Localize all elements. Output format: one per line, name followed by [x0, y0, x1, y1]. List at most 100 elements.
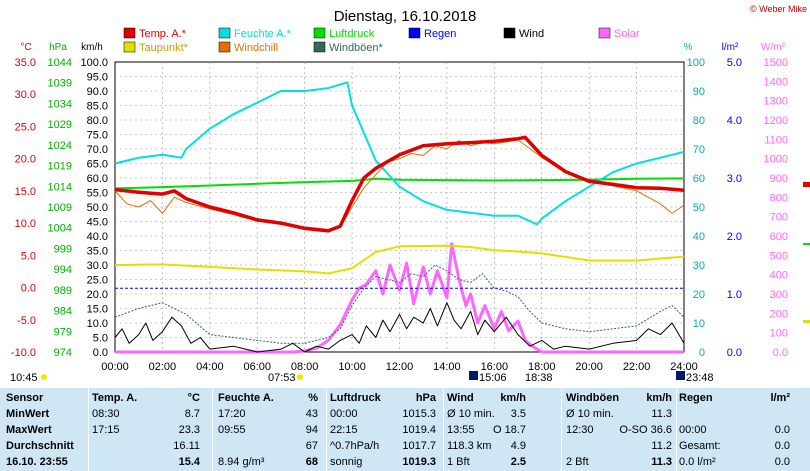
- tick-x: 02:00: [149, 361, 177, 373]
- table-cell: MaxWert: [6, 424, 52, 436]
- tick-hum: 90: [693, 86, 705, 98]
- legend-label: Solar: [614, 28, 640, 40]
- tick-x: 20:00: [575, 361, 603, 373]
- series-line: [114, 264, 685, 344]
- tick-press: 1044: [48, 57, 72, 69]
- legend-swatch: [313, 27, 326, 39]
- table-cell: MinWert: [6, 408, 50, 420]
- table-cell: Wind: [447, 392, 474, 404]
- table-cell: 11.3: [651, 408, 672, 420]
- sunset-time: 18:38: [525, 372, 553, 384]
- tick-wind: 40.0: [87, 231, 108, 243]
- legend-swatch: [408, 27, 421, 39]
- table-separator: [326, 388, 327, 471]
- sunrise-icon: [297, 374, 303, 380]
- tick-solar: 1300: [764, 96, 788, 108]
- tick-x: 00:00: [101, 361, 129, 373]
- tick-temp: -5.0: [17, 315, 36, 327]
- tick-wind: 60.0: [87, 173, 108, 185]
- tick-press: 974: [54, 347, 72, 359]
- table-cell: 67: [305, 440, 318, 452]
- tick-hum: 60: [693, 173, 705, 185]
- table-separator: [561, 388, 562, 471]
- table-cell: 1019.3: [402, 456, 436, 468]
- legend-swatch: [218, 41, 231, 53]
- table-cell: 3.5: [510, 408, 526, 420]
- tick-solar: 1000: [764, 154, 788, 166]
- tick-press: 984: [54, 306, 72, 318]
- moonrise-time: 23:48: [686, 372, 714, 384]
- tick-x: 08:00: [291, 361, 319, 373]
- table-cell: 2.5: [510, 456, 526, 468]
- tick-solar: 1100: [764, 134, 788, 146]
- table-cell: Sensor: [6, 392, 44, 404]
- tick-x: 12:00: [386, 361, 414, 373]
- table-cell: 0.0: [774, 424, 790, 436]
- table-cell: 0.0: [774, 456, 790, 468]
- tick-wind: 100.0: [80, 57, 108, 69]
- chart-title: Dienstag, 16.10.2018: [334, 8, 477, 25]
- table-cell: °C: [187, 392, 200, 404]
- axis-unit-temp: °C: [20, 42, 31, 53]
- table-cell: 00:00: [330, 408, 358, 420]
- table-cell: 16.11: [173, 440, 200, 452]
- tick-solar: 900: [770, 173, 788, 185]
- table-cell: 1 Bft: [447, 456, 470, 468]
- tick-temp: 20.0: [15, 154, 36, 166]
- tick-wind: 55.0: [87, 188, 108, 200]
- table-cell: O 18.7: [492, 424, 526, 436]
- table-separator: [676, 388, 677, 471]
- table-cell: 00:00: [679, 424, 707, 436]
- table-cell: 1019.4: [402, 424, 436, 436]
- tick-solar: 1500: [764, 57, 788, 69]
- table-cell: 1015.3: [402, 408, 436, 420]
- legend-swatch: [313, 41, 326, 53]
- tick-hum: 10: [693, 318, 705, 330]
- table-cell: 22:15: [330, 424, 358, 436]
- legend-label: Windböen*: [329, 42, 384, 54]
- series-line: [114, 81, 685, 226]
- tick-press: 1024: [48, 140, 72, 152]
- tick-rain: 5.0: [727, 57, 742, 69]
- tick-x: 22:00: [623, 361, 651, 373]
- tick-rain: 4.0: [727, 115, 742, 127]
- table-cell: 2 Bft: [566, 456, 589, 468]
- axis-unit-solar: W/m²: [761, 42, 786, 53]
- tick-solar: 100: [770, 328, 788, 340]
- tick-hum: 40: [693, 231, 705, 243]
- table-cell: O-SO 36.6: [619, 424, 672, 436]
- table-cell: ^0.7hPa/h: [330, 440, 380, 452]
- table-cell: 11.3: [651, 456, 672, 468]
- table-cell: 09:55: [218, 424, 246, 436]
- table-cell: sonnig: [330, 456, 363, 468]
- legend-swatch: [218, 27, 231, 39]
- table-cell: 8.7: [184, 408, 200, 420]
- tick-temp: 25.0: [15, 121, 36, 133]
- legend-label: Luftdruck: [329, 28, 375, 40]
- moon-icon: [469, 371, 478, 380]
- table-cell: 12:30: [566, 424, 594, 436]
- table-cell: 13:55: [447, 424, 475, 436]
- tick-hum: 50: [693, 202, 705, 214]
- table-cell: 94: [305, 424, 318, 436]
- table-cell: Windböen: [566, 392, 620, 404]
- table-cell: Regen: [679, 392, 713, 404]
- tick-wind: 95.0: [87, 72, 108, 84]
- sunrise-time: 07:53: [268, 372, 296, 384]
- tick-wind: 85.0: [87, 101, 108, 113]
- legend-label: Wind: [519, 28, 544, 40]
- edge-marker: [803, 320, 810, 323]
- table-cell: 11.2: [651, 440, 672, 452]
- tick-wind: 20.0: [87, 289, 108, 301]
- legend-swatch: [123, 41, 136, 53]
- table-cell: 17:20: [218, 408, 246, 420]
- table-cell: 68: [305, 456, 318, 468]
- tick-solar: 1200: [764, 115, 788, 127]
- legend-label: Feuchte A.*: [234, 28, 292, 40]
- tick-temp: 15.0: [15, 186, 36, 198]
- tick-press: 1014: [48, 181, 72, 193]
- tick-rain: 0.0: [727, 347, 742, 359]
- tick-hum: 30: [693, 260, 705, 272]
- table-cell: l/m²: [770, 392, 790, 404]
- table-cell: 118.3 km: [447, 440, 492, 452]
